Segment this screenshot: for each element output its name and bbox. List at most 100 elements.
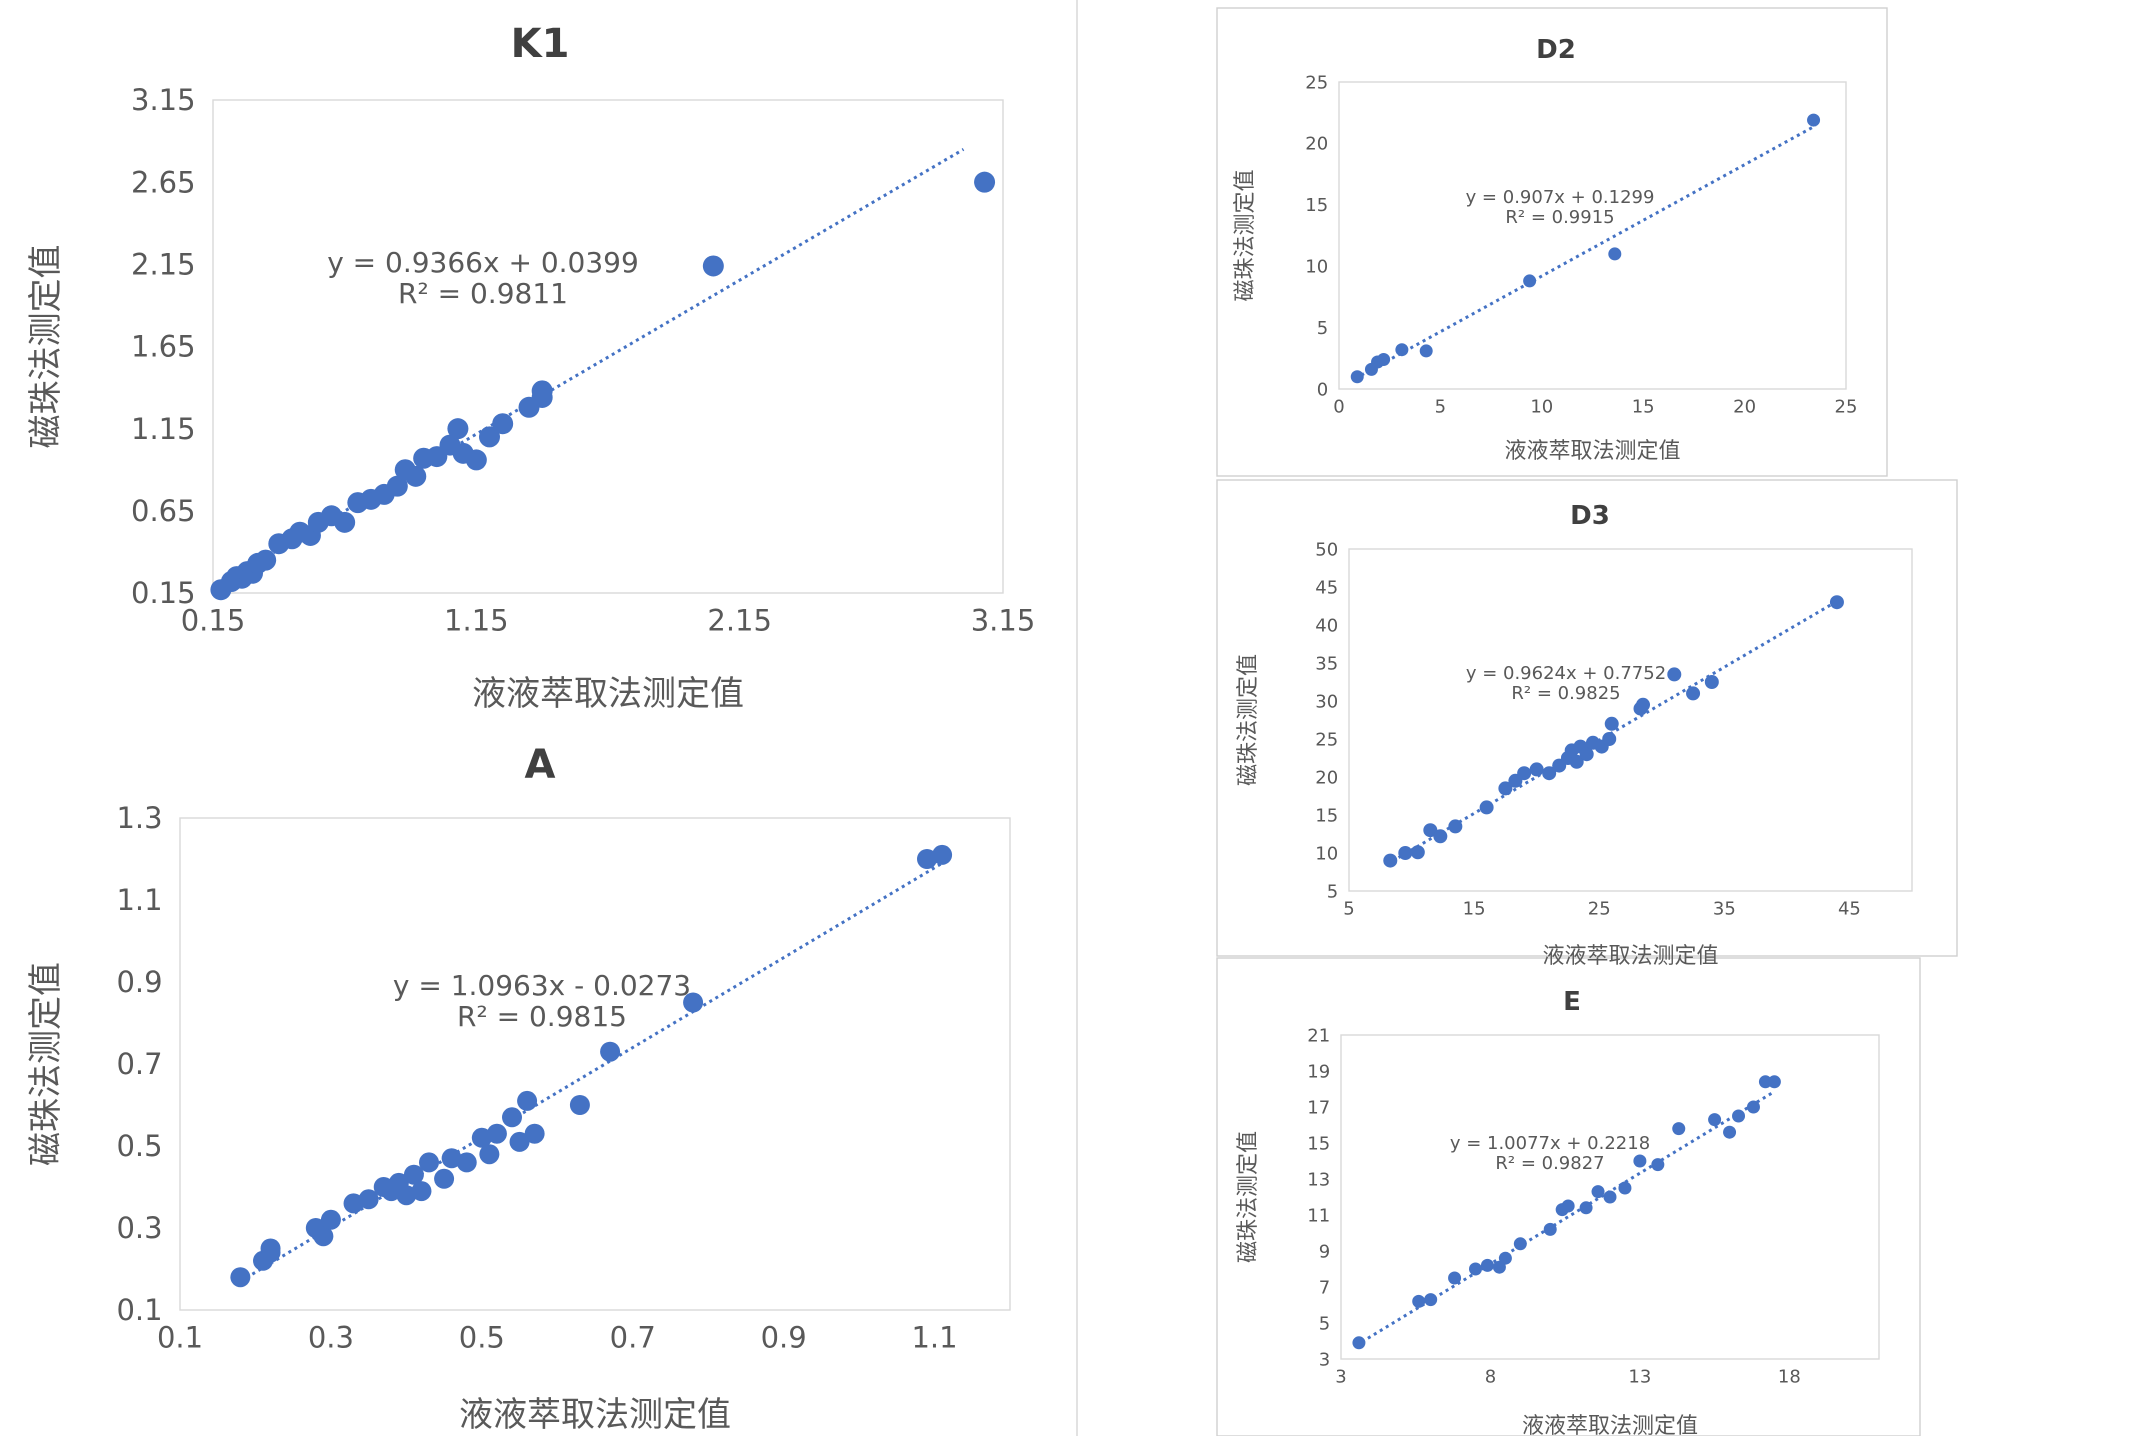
data-point	[230, 1267, 251, 1288]
d3-panel	[1216, 479, 1958, 957]
data-point	[1561, 1199, 1575, 1213]
data-point	[492, 413, 514, 435]
data-point	[1480, 1258, 1494, 1272]
chart-d2: D2 0 5 10 15 20 25 0 5 10 15 20 25 液液萃取法测定值 磁珠法测定值 y = …	[1233, 35, 1857, 464]
y-tick-label: 0.9	[116, 965, 162, 999]
data-point	[456, 1152, 477, 1173]
x-tick-label: 0.1	[157, 1321, 203, 1355]
data-point	[441, 1148, 462, 1169]
data-point	[1807, 113, 1821, 127]
data-point	[320, 1209, 341, 1230]
y-tick-label: 10	[1305, 257, 1328, 278]
x-tick-label: 0	[1333, 396, 1344, 417]
y-tick-label: 30	[1315, 691, 1338, 712]
y-tick-label: 0.7	[116, 1047, 162, 1081]
y-tick-label: 1.15	[131, 412, 196, 446]
x-axis-label: 液液萃取法测定值	[1542, 944, 1718, 969]
data-point	[600, 1041, 621, 1062]
data-point	[260, 1238, 281, 1259]
trendline	[1355, 1090, 1776, 1347]
data-point	[502, 1107, 522, 1128]
data-point	[1395, 343, 1409, 357]
chart-title-d2: D2	[1536, 35, 1576, 65]
y-tick-label: 11	[1307, 1205, 1330, 1226]
e-panel	[1216, 957, 1921, 1436]
data-point	[255, 549, 277, 571]
data-point	[1602, 732, 1617, 746]
y-tick-label: 21	[1307, 1025, 1330, 1046]
data-point	[1352, 1336, 1366, 1350]
data-point	[932, 844, 953, 865]
data-point	[1608, 247, 1622, 261]
x-tick-label: 18	[1778, 1366, 1801, 1387]
y-tick-label: 5	[1317, 318, 1328, 339]
data-point	[1469, 1262, 1482, 1276]
y-tick-label: 9	[1319, 1241, 1330, 1262]
data-point	[1410, 845, 1425, 860]
data-point	[702, 255, 724, 277]
data-point	[1423, 823, 1438, 838]
data-point	[405, 465, 427, 487]
y-tick-label: 1.3	[116, 801, 162, 835]
data-point	[1723, 1125, 1737, 1139]
x-axis-label: 液液萃取法测定值	[1522, 1414, 1698, 1436]
y-tick-label: 0.1	[116, 1293, 162, 1327]
trendline-equation: y = 0.907x + 0.1299	[1466, 187, 1655, 208]
y-axis-label: 磁珠法测定值	[1233, 169, 1258, 301]
x-tick-label: 10	[1530, 396, 1553, 417]
data-point	[1448, 1271, 1462, 1285]
chart-d3: D3 5 15 25 35 45 5 10 15 20 25 30 35 40 45 50 液液萃取法测定值 磁珠…	[1236, 501, 1913, 969]
data-point	[1732, 1109, 1746, 1123]
data-point	[1569, 754, 1584, 769]
data-point	[343, 1193, 364, 1214]
data-point	[1829, 595, 1844, 610]
data-point	[1498, 781, 1513, 796]
y-tick-label: 3	[1319, 1349, 1330, 1370]
plot-area-d2	[1338, 81, 1847, 390]
data-point	[1517, 766, 1532, 781]
y-tick-label: 0.5	[116, 1129, 162, 1163]
x-axis-label: 液液萃取法测定值	[1504, 439, 1680, 464]
data-point	[1529, 762, 1544, 777]
y-axis-label: 磁珠法测定值	[26, 245, 66, 449]
data-point	[1542, 766, 1557, 781]
x-tick-label: 1.1	[911, 1321, 957, 1355]
y-tick-label: 0.3	[116, 1211, 162, 1245]
y-tick-label: 0.15	[131, 576, 196, 610]
x-tick-label: 3.15	[971, 604, 1036, 638]
x-tick-label: 1.15	[444, 604, 509, 638]
data-point	[1543, 1222, 1557, 1236]
data-point	[1618, 1181, 1632, 1195]
data-point	[1686, 686, 1701, 701]
x-tick-label: 15	[1463, 898, 1486, 919]
y-tick-label: 45	[1315, 577, 1338, 598]
y-tick-label: 25	[1315, 729, 1338, 750]
x-axis-label: 液液萃取法测定值	[459, 1395, 731, 1435]
data-point	[313, 1226, 334, 1247]
data-point	[1667, 667, 1682, 682]
chart-title-e: E	[1563, 987, 1581, 1017]
data-point	[434, 1168, 455, 1189]
data-point	[1350, 370, 1364, 384]
y-axis-label: 磁珠法测定值	[1236, 1131, 1261, 1263]
data-point	[1513, 1237, 1527, 1251]
y-tick-label: 50	[1315, 539, 1338, 560]
data-point	[1651, 1158, 1665, 1172]
trendline	[239, 861, 943, 1283]
data-point	[334, 511, 356, 533]
data-point	[1704, 675, 1719, 689]
chart-title-a: A	[525, 742, 556, 788]
y-tick-label: 2.65	[131, 165, 196, 199]
data-point	[386, 475, 408, 497]
x-tick-label: 0.9	[761, 1321, 807, 1355]
chart-k1: K1 0.15 1.15 2.15 3.15 0.15 0.65 1.15 1.65 2.15 2.…	[26, 21, 1035, 714]
y-tick-label: 15	[1315, 805, 1338, 826]
data-point	[1767, 1075, 1781, 1089]
y-tick-label: 0.65	[131, 494, 196, 528]
y-tick-label: 15	[1305, 195, 1328, 216]
y-tick-label: 1.1	[116, 883, 162, 917]
chart-title-d3: D3	[1570, 501, 1610, 531]
y-tick-label: 35	[1315, 653, 1338, 674]
data-point	[1523, 274, 1537, 288]
y-tick-label: 40	[1315, 615, 1338, 636]
